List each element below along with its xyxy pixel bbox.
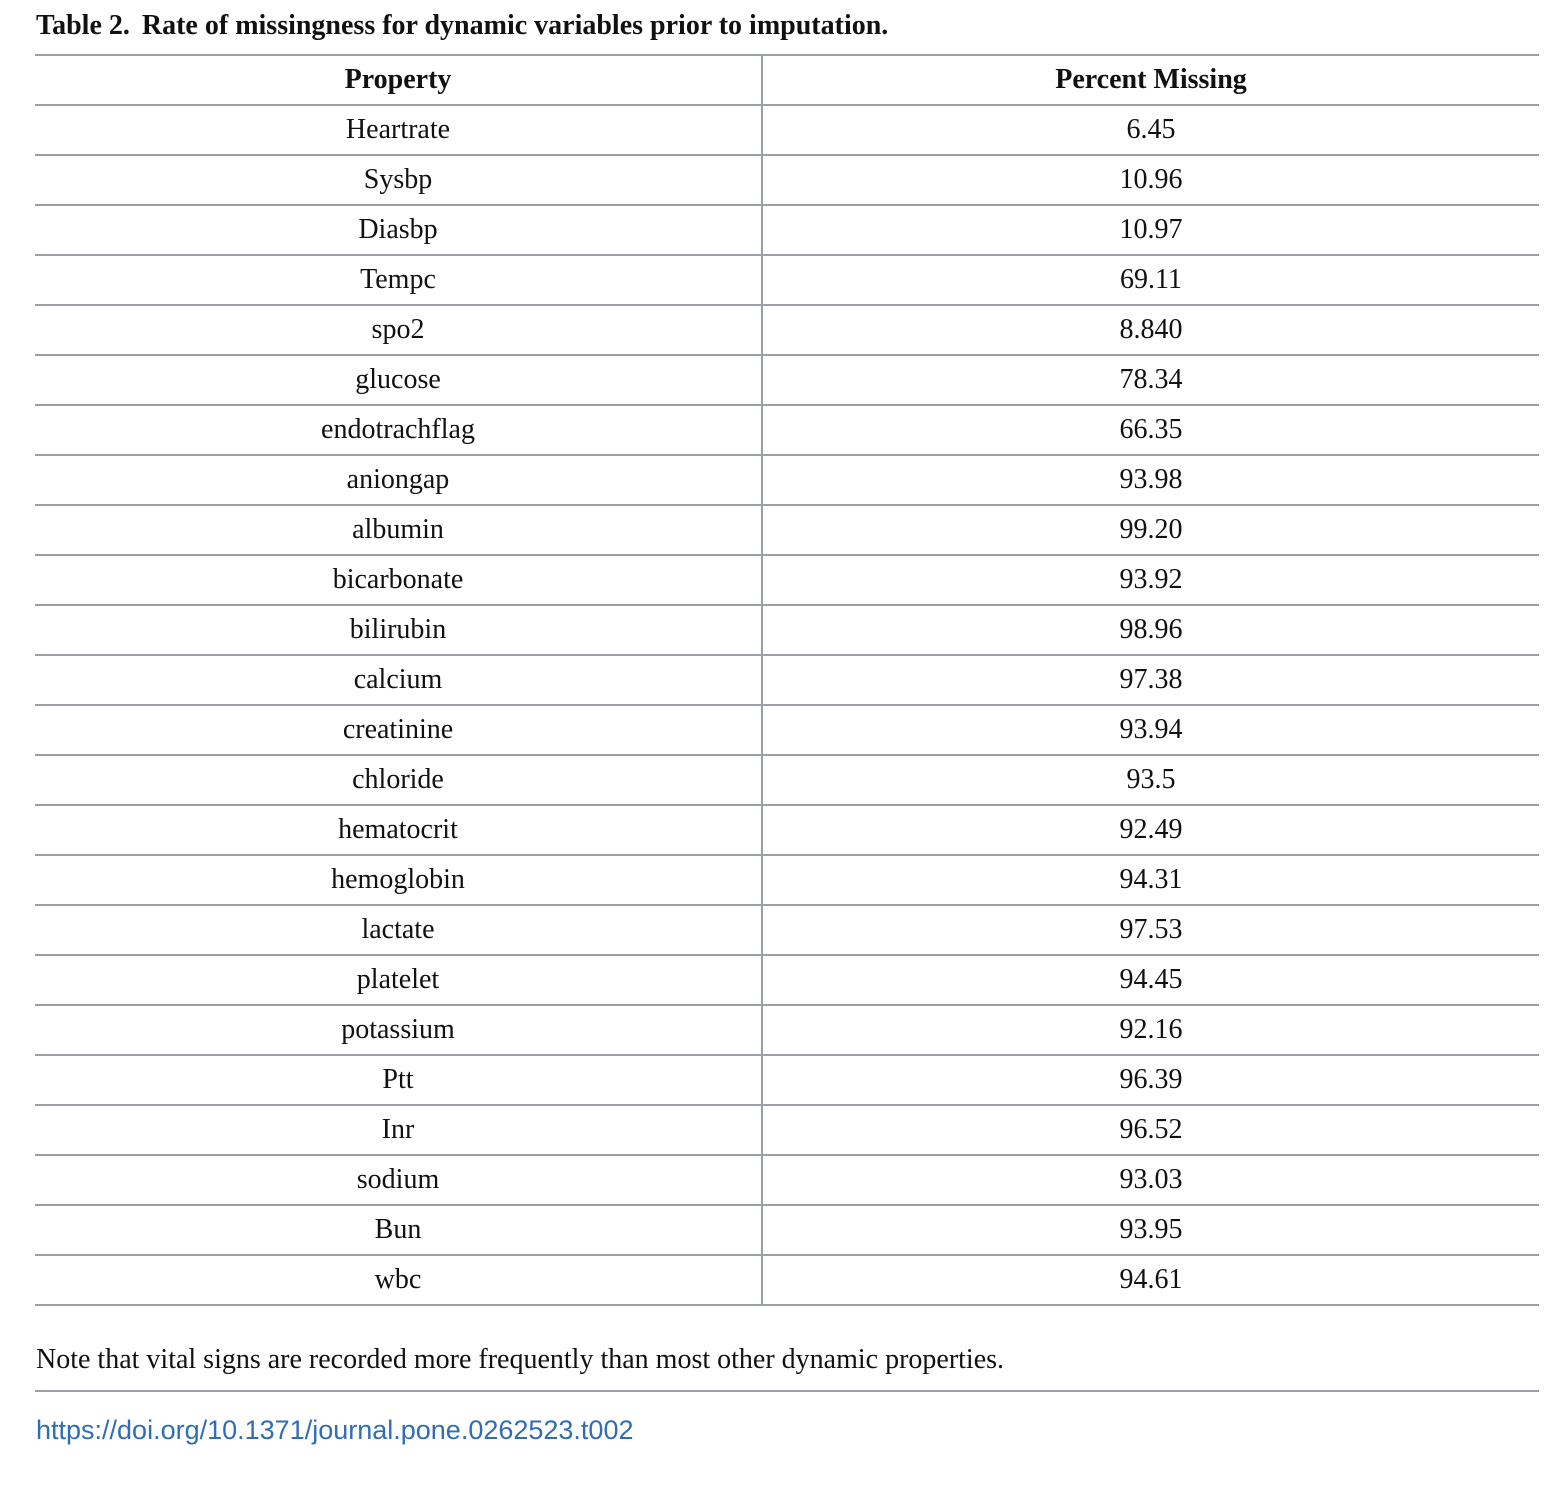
table-row: Diasbp 10.97 (35, 205, 1539, 256)
percent-missing-cell: 99.20 (762, 505, 1539, 556)
table-row: Sysbp 10.96 (35, 155, 1539, 206)
table-row: wbc 94.61 (35, 1255, 1539, 1306)
property-cell: platelet (35, 955, 763, 1006)
percent-missing-cell: 94.45 (762, 955, 1539, 1006)
percent-missing-cell: 93.03 (762, 1155, 1539, 1206)
percent-missing-cell: 96.52 (762, 1105, 1539, 1156)
percent-missing-cell: 94.31 (762, 855, 1539, 906)
percent-missing-cell: 96.39 (762, 1055, 1539, 1106)
property-cell: Sysbp (35, 155, 763, 206)
property-cell: wbc (35, 1255, 763, 1306)
property-cell: Bun (35, 1205, 763, 1256)
percent-missing-cell: 66.35 (762, 405, 1539, 456)
property-cell: endotrachflag (35, 405, 763, 456)
table-row: spo2 8.840 (35, 305, 1539, 356)
percent-missing-cell: 93.5 (762, 755, 1539, 806)
table-row: albumin 99.20 (35, 505, 1539, 556)
table-row: potassium 92.16 (35, 1005, 1539, 1056)
property-cell: bilirubin (35, 605, 763, 656)
table-row: calcium 97.38 (35, 655, 1539, 706)
table-row: chloride 93.5 (35, 755, 1539, 806)
table-header-row: Property Percent Missing (35, 54, 1539, 106)
property-cell: spo2 (35, 305, 763, 356)
table-row: sodium 93.03 (35, 1155, 1539, 1206)
percent-missing-cell: 93.92 (762, 555, 1539, 606)
table-caption-text: Rate of missingness for dynamic variable… (141, 10, 889, 41)
column-header-percent-missing: Percent Missing (762, 54, 1539, 106)
table-caption: Table 2. Rate of missingness for dynamic … (36, 8, 1539, 44)
percent-missing-cell: 92.49 (762, 805, 1539, 856)
percent-missing-cell: 93.94 (762, 705, 1539, 756)
property-cell: Ptt (35, 1055, 763, 1106)
property-cell: Inr (35, 1105, 763, 1156)
percent-missing-cell: 92.16 (762, 1005, 1539, 1056)
property-cell: Diasbp (35, 205, 763, 256)
percent-missing-cell: 78.34 (762, 355, 1539, 406)
property-cell: albumin (35, 505, 763, 556)
percent-missing-cell: 93.95 (762, 1205, 1539, 1256)
percent-missing-cell: 6.45 (762, 105, 1539, 156)
table-row: Ptt 96.39 (35, 1055, 1539, 1106)
table-row: bicarbonate 93.92 (35, 555, 1539, 606)
percent-missing-cell: 10.97 (762, 205, 1539, 256)
percent-missing-cell: 69.11 (762, 255, 1539, 306)
property-cell: bicarbonate (35, 555, 763, 606)
property-cell: hemoglobin (35, 855, 763, 906)
table-row: bilirubin 98.96 (35, 605, 1539, 656)
table-row: lactate 97.53 (35, 905, 1539, 956)
percent-missing-cell: 10.96 (762, 155, 1539, 206)
table-row: Bun 93.95 (35, 1205, 1539, 1256)
property-cell: Heartrate (35, 105, 763, 156)
property-cell: sodium (35, 1155, 763, 1206)
property-cell: chloride (35, 755, 763, 806)
table-row: hematocrit 92.49 (35, 805, 1539, 856)
table-row: Inr 96.52 (35, 1105, 1539, 1156)
percent-missing-cell: 93.98 (762, 455, 1539, 506)
property-cell: aniongap (35, 455, 763, 506)
property-cell: calcium (35, 655, 763, 706)
property-cell: creatinine (35, 705, 763, 756)
percent-missing-cell: 94.61 (762, 1255, 1539, 1306)
property-cell: potassium (35, 1005, 763, 1056)
table-row: aniongap 93.98 (35, 455, 1539, 506)
percent-missing-cell: 98.96 (762, 605, 1539, 656)
column-header-property: Property (35, 54, 763, 106)
table-row: platelet 94.45 (35, 955, 1539, 1006)
missingness-table: Property Percent Missing Heartrate 6.45 S… (35, 54, 1539, 1306)
table-row: Heartrate 6.45 (35, 105, 1539, 156)
property-cell: lactate (35, 905, 763, 956)
table-footnote: Note that vital signs are recorded more … (36, 1344, 1005, 1375)
property-cell: hematocrit (35, 805, 763, 856)
doi-link[interactable]: https://doi.org/10.1371/journal.pone.026… (36, 1415, 634, 1445)
table-caption-label: Table 2. (36, 10, 130, 41)
percent-missing-cell: 8.840 (762, 305, 1539, 356)
property-cell: Tempc (35, 255, 763, 306)
percent-missing-cell: 97.53 (762, 905, 1539, 956)
table-row: endotrachflag 66.35 (35, 405, 1539, 456)
table-row: hemoglobin 94.31 (35, 855, 1539, 906)
footnote-divider (35, 1390, 1539, 1392)
table-row: Tempc 69.11 (35, 255, 1539, 306)
table-row: creatinine 93.94 (35, 705, 1539, 756)
percent-missing-cell: 97.38 (762, 655, 1539, 706)
table-row: glucose 78.34 (35, 355, 1539, 406)
property-cell: glucose (35, 355, 763, 406)
